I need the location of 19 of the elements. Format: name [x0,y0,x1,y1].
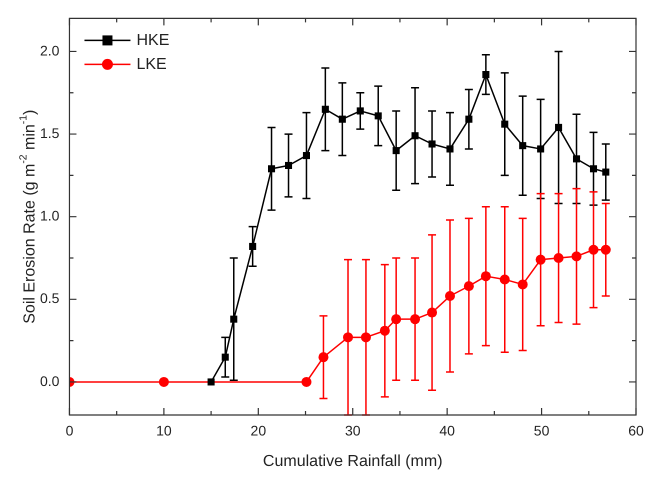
point [158,376,169,387]
x-tick-label: 40 [439,422,456,438]
x-tick-label: 20 [250,422,266,438]
y-tick-label: 2.0 [40,42,60,58]
y-tick-label: 0.5 [40,290,60,306]
x-tick-label: 0 [66,422,74,438]
legend-label: HKE [136,32,170,49]
x-axis-title: Cumulative Rainfall (mm) [262,452,443,470]
legend-label: LKE [136,56,167,73]
y-tick-label: 1.5 [40,124,60,141]
x-tick-label: 60 [628,422,644,438]
point [301,376,312,387]
x-tick-label: 30 [344,422,361,438]
y-tick-label: 0.0 [40,372,60,389]
y-axis-title: Soil Erosion Rate (g m-2 min-1) [18,110,38,324]
y-tick-label: 1.0 [40,208,60,224]
point [208,378,215,386]
x-tick-label: 50 [534,422,550,438]
x-tick-label: 10 [156,422,172,438]
